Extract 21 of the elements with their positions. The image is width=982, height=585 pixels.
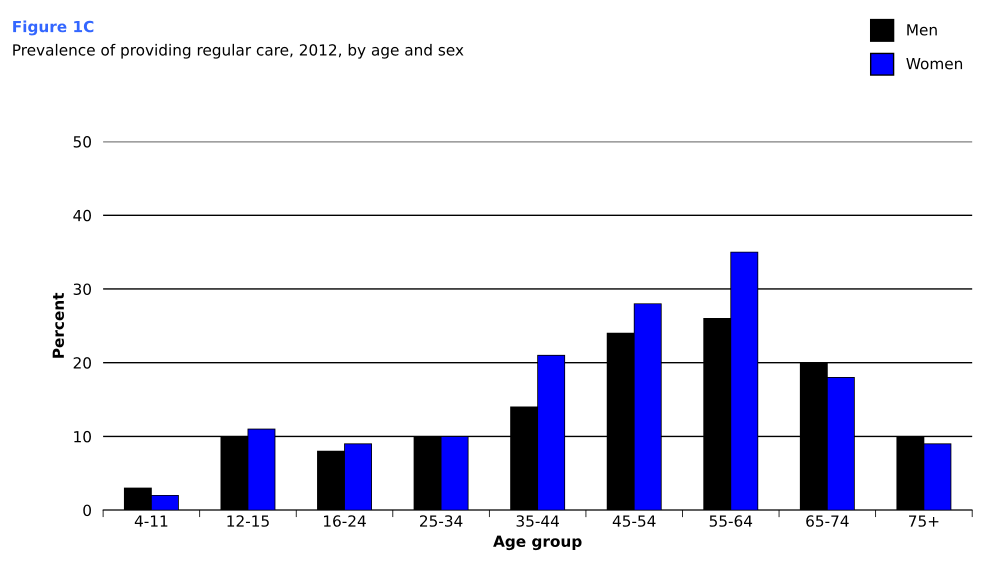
x-tick-label: 45-54: [612, 515, 656, 527]
x-tick-label: 16-24: [324, 515, 366, 527]
x-tick-label: 35-44: [516, 515, 559, 527]
y-tick-label: 50: [74, 136, 91, 148]
x-tick-label: 12-15: [227, 515, 269, 527]
x-axis-title: Age group: [493, 536, 582, 550]
x-tick-label: 25-34: [420, 515, 462, 527]
y-tick-label: 0: [83, 504, 91, 516]
y-tick-label: 30: [74, 283, 91, 296]
y-tick-label: 10: [74, 430, 91, 442]
x-tick-label: 55-64: [710, 515, 752, 527]
y-axis-title: Percent: [52, 292, 64, 358]
chart-title: Figure 1C: [13, 20, 94, 36]
y-tick-label: 40: [73, 210, 91, 222]
chart-subtitle: Prevalence of providing regular care, 2012, by age and sex: [13, 44, 464, 59]
legend-label: Women: [906, 58, 962, 70]
x-tick-label: 4-11: [134, 515, 168, 527]
x-tick-label: 65-74: [806, 515, 849, 527]
x-tick-label: 75+: [909, 515, 938, 527]
y-tick-label: 20: [74, 357, 91, 369]
legend-label: Men: [907, 24, 937, 36]
